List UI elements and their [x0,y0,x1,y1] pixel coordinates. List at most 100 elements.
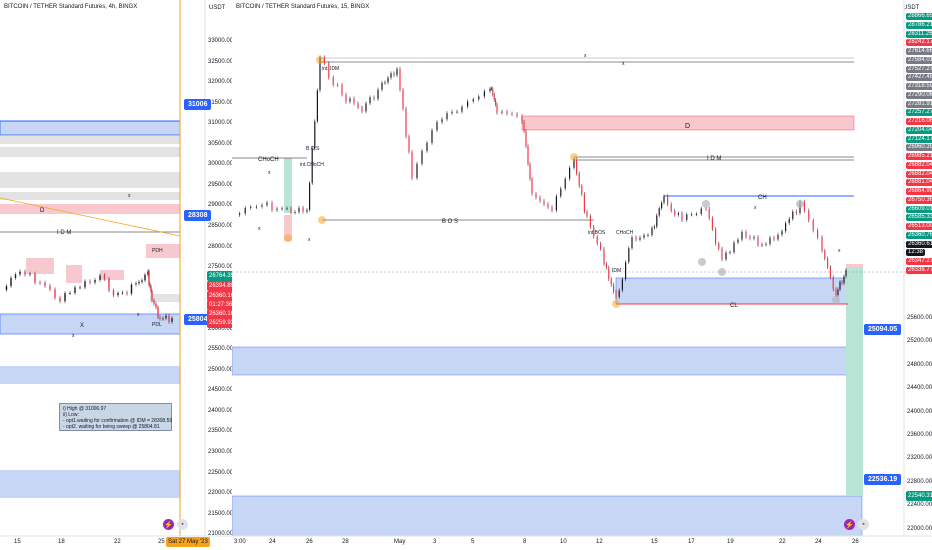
candle-body [765,243,767,245]
candle-body [94,279,96,283]
candle-body [239,213,241,215]
candle-body [255,206,257,208]
candle-body [506,111,508,114]
candle-body [501,111,503,113]
candle-body [165,315,167,319]
bear-candle-zone [284,215,292,241]
price-badge: 26764.35 [207,271,232,281]
lightning-icon[interactable]: ⚡ [163,519,174,530]
candle-body [749,236,751,239]
candle-body [824,250,826,259]
candle-body [306,209,308,212]
callout-target-2[interactable]: 22536.19 [864,474,902,485]
candle-body [656,215,658,227]
label-idm: I D M [57,230,71,236]
price-badge: 26881.04 [906,179,932,187]
x-tick-label: 5 [471,539,475,545]
flag-us-icon[interactable]: ▪ [177,519,188,530]
projection-box [846,266,863,496]
y-tick-label: 21000.00 [208,531,233,538]
x-tick-label: 26 [852,539,859,545]
y-tick-label: 23500.00 [208,428,233,435]
candle-body [670,204,672,211]
chart-canvas-right[interactable]: CHoCH B.O.S int.CHoCH int. IDM B O S I D… [232,0,932,550]
candle-body [332,77,334,85]
candle-body [171,318,173,322]
chart-canvas-left[interactable]: D I D M X PDH PDL x x x [0,0,232,550]
label-choch-low: CHoCH [616,230,634,236]
candle-body [309,182,311,210]
label-x: x [584,53,587,59]
y-tick-label: 24000.00 [907,408,932,415]
price-badge: 26360.61 [906,240,932,248]
candle-body [618,290,620,298]
y-tick-label: 32000.00 [208,79,233,86]
candle-body [49,285,51,290]
lightning-icon[interactable]: ⚡ [844,519,855,530]
candle-body [725,252,727,260]
demand-zone-low [615,277,849,305]
callout-high[interactable]: 31006 [184,99,212,110]
candle-body [384,82,386,84]
candle-body [729,252,731,254]
label-bos-small: B.O.S [306,146,320,152]
candle-body [845,270,847,277]
chart-pane-4h[interactable]: BITCOIN / TETHER Standard Futures, 4h, B… [0,0,233,550]
label-int-bos: int.BOS [588,230,606,236]
candle-body [141,280,143,282]
chart-pane-15m[interactable]: BITCOIN / TETHER Standard Futures, 15, B… [232,0,932,550]
candle-body [741,231,743,240]
candle-body [130,284,133,294]
swing-marker-grey [698,258,706,266]
candle-body [596,236,598,244]
candle-body [261,205,263,207]
y-tick-label: 25000.00 [208,366,233,373]
y-tick-label: 25200.00 [907,338,932,345]
candle-body [631,237,633,249]
candle-body [843,276,845,284]
candle-body [489,88,491,92]
candle-body [341,84,343,95]
trend-line [0,197,181,237]
price-badge: 27124.17 [906,135,932,143]
flag-us-icon[interactable]: ▪ [858,519,869,530]
candle-body [365,103,367,112]
candle-body [361,107,363,112]
candle-body [539,197,541,201]
candle-body [250,206,252,208]
candle-body [583,194,585,212]
callout-idm[interactable]: 28308 [184,210,212,221]
price-badge: 26360.76 [906,231,932,239]
y-tick-label: 23200.00 [907,455,932,462]
swing-marker-grey [796,200,804,208]
y-tick-label: 26000.00 [208,325,233,332]
candle-body [490,88,492,90]
bull-candle-zone [284,158,292,213]
y-tick-label: 22000.00 [208,490,233,497]
candle-body [785,223,787,232]
candle-body [658,208,660,216]
candle-body [69,292,71,294]
callout-target-1[interactable]: 25094.05 [864,324,902,335]
label-choch: CHoCH [258,157,279,163]
candle-body [621,279,623,291]
candle-body [841,281,843,284]
y-tick-label: 22800.00 [907,478,932,485]
candle-body [829,267,831,278]
y-tick-label: 24000.00 [208,407,233,414]
x-tick-label: 24 [815,539,822,545]
candle-body [635,237,637,240]
x-tick-label: 3 [433,539,437,545]
candle-body [603,248,605,264]
candle-body [527,146,529,165]
price-badge: 26347.27 [906,258,932,265]
fvg-zone [0,366,180,384]
analysis-note[interactable]: i) High @ 31006.97 ii) Low: - opt1.waiti… [59,403,172,431]
candle-body [777,234,779,240]
callout-low[interactable]: 25804 [184,314,212,325]
candle-body [112,290,115,296]
grey-zone-1 [0,136,180,144]
candle-body [492,88,494,95]
x-tick-label: 19 [727,539,734,545]
